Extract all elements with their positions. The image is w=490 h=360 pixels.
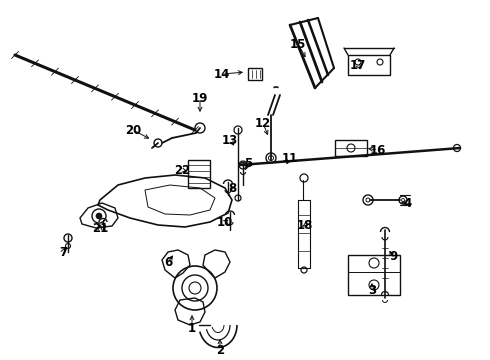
Text: 21: 21 (92, 221, 108, 234)
Text: 19: 19 (192, 91, 208, 104)
Text: 15: 15 (290, 37, 306, 50)
Text: 7: 7 (59, 246, 67, 258)
Bar (348, 255, 400, 295)
Text: 17: 17 (350, 59, 366, 72)
Text: 6: 6 (164, 256, 172, 269)
Bar (248, 68, 262, 80)
Text: 16: 16 (370, 144, 386, 157)
Bar (188, 160, 210, 188)
Text: 18: 18 (297, 219, 313, 231)
Text: 14: 14 (214, 68, 230, 81)
Text: 4: 4 (404, 197, 412, 210)
Text: 20: 20 (125, 123, 141, 136)
Text: 5: 5 (244, 157, 252, 170)
Text: 12: 12 (255, 117, 271, 130)
Text: 8: 8 (228, 181, 236, 194)
Text: 9: 9 (389, 251, 397, 264)
Text: 10: 10 (217, 216, 233, 229)
Text: 13: 13 (222, 134, 238, 147)
Circle shape (96, 213, 102, 219)
Text: 1: 1 (188, 321, 196, 334)
Bar (335, 140, 367, 156)
Text: 3: 3 (368, 284, 376, 297)
Text: 11: 11 (282, 152, 298, 165)
Bar (348, 55, 390, 75)
Text: 2: 2 (216, 343, 224, 356)
Text: 22: 22 (174, 163, 190, 176)
